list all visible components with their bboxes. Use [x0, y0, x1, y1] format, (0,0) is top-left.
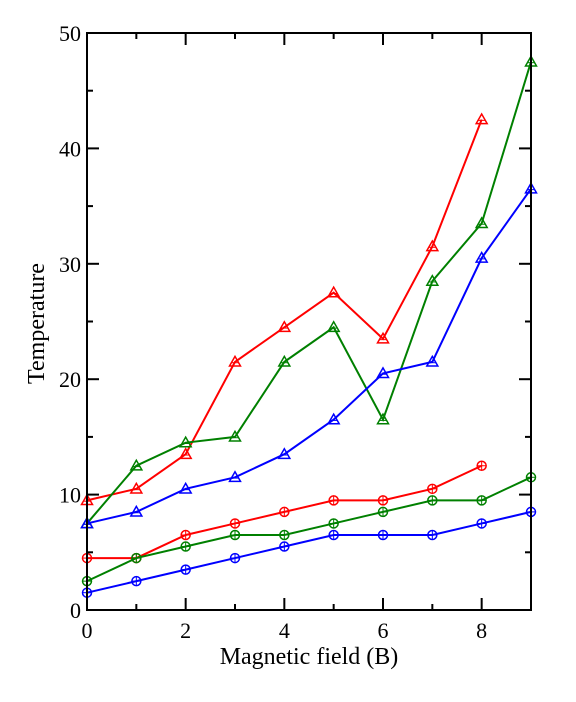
series-6 — [81, 506, 537, 598]
x-tick-label: 2 — [180, 618, 191, 643]
x-axis-title: Magnetic field (B) — [220, 644, 399, 670]
data-point-triangle — [129, 458, 144, 471]
x-tick-label: 6 — [378, 618, 389, 643]
series-1 — [80, 112, 489, 506]
x-tick-label: 0 — [82, 618, 93, 643]
y-tick-label: 10 — [59, 483, 81, 508]
series-5 — [81, 472, 537, 587]
series-layer — [80, 54, 538, 598]
series-line — [86, 119, 483, 502]
data-point-triangle — [228, 429, 242, 442]
series-line — [86, 61, 532, 525]
tick-layer: 0 2 4 6 8 0 10 20 30 40 50 — [59, 21, 532, 643]
y-axis-title: Temperature — [24, 263, 50, 384]
series-line — [86, 510, 532, 594]
data-point-triangle — [474, 112, 489, 125]
series-4 — [81, 460, 487, 564]
data-point-triangle — [178, 481, 193, 494]
data-point-triangle — [425, 354, 440, 367]
x-tick-label: 4 — [279, 618, 290, 643]
data-point-triangle — [129, 504, 144, 517]
y-tick-label: 50 — [59, 21, 81, 46]
plot-frame — [86, 32, 532, 611]
data-point-triangle — [277, 354, 292, 367]
data-point-triangle — [326, 412, 341, 425]
y-tick-label: 30 — [59, 252, 81, 277]
series-line — [86, 188, 532, 525]
data-point-triangle — [425, 274, 440, 286]
data-point-triangle — [129, 481, 144, 494]
data-point-triangle — [178, 447, 193, 460]
x-tick-label: 8 — [476, 618, 487, 643]
data-point-triangle — [425, 239, 440, 252]
series-3 — [80, 181, 538, 529]
data-point-triangle — [474, 251, 489, 263]
data-point-triangle — [474, 216, 489, 229]
y-tick-label: 0 — [70, 598, 81, 623]
data-point-triangle — [178, 435, 193, 448]
y-tick-label: 40 — [59, 136, 81, 161]
data-point-triangle — [326, 285, 341, 298]
y-tick-label: 20 — [59, 367, 81, 392]
data-point-triangle — [277, 320, 292, 333]
data-point-triangle — [228, 470, 242, 483]
data-point-triangle — [376, 412, 390, 425]
series-line — [86, 476, 532, 583]
data-point-triangle — [277, 447, 292, 460]
series-2 — [80, 54, 538, 529]
data-point-triangle — [228, 354, 242, 367]
data-point-triangle — [376, 366, 390, 379]
data-point-triangle — [376, 331, 390, 344]
data-point-triangle — [326, 320, 341, 333]
